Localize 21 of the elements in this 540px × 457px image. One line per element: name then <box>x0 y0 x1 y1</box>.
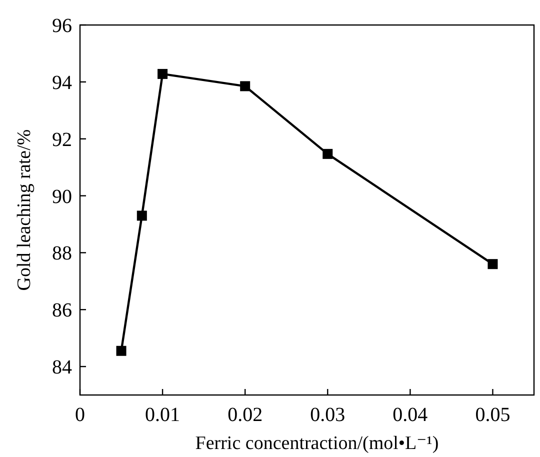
x-tick-label: 0.03 <box>310 404 346 426</box>
point <box>322 148 333 159</box>
x-tick-label: 0.04 <box>392 404 428 426</box>
y-tick-label: 94 <box>52 72 72 94</box>
x-tick-label: 0.05 <box>475 404 510 426</box>
x-tick-label: 0.01 <box>145 404 180 426</box>
x-axis-title: Ferric concentraction/(mol•L⁻¹) <box>195 433 439 454</box>
y-tick-label: 92 <box>52 128 72 151</box>
y-tick-label: 88 <box>52 242 72 265</box>
y-tick-label: 90 <box>52 186 72 208</box>
point <box>488 259 498 270</box>
x-tick-label: 0 <box>75 404 85 426</box>
point <box>136 210 147 221</box>
x-tick-label: 0.02 <box>228 404 263 426</box>
point <box>158 68 168 79</box>
y-tick-label: 86 <box>52 300 72 322</box>
y-tick-label: 84 <box>52 356 72 379</box>
y-axis-title: Gold leaching rate/% <box>14 129 35 291</box>
point <box>116 346 126 356</box>
point <box>240 81 250 92</box>
y-tick-label: 96 <box>52 15 72 37</box>
